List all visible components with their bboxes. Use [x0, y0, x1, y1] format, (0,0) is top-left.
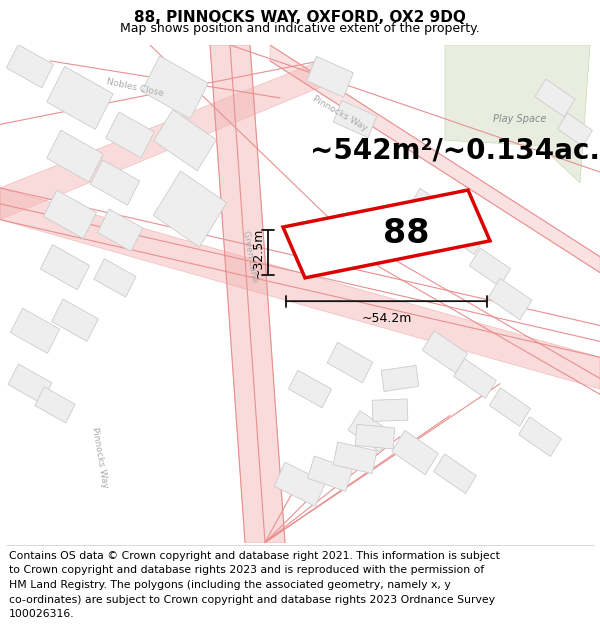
Polygon shape: [307, 56, 353, 98]
Polygon shape: [91, 160, 140, 205]
Polygon shape: [454, 359, 496, 398]
Polygon shape: [94, 259, 136, 297]
Text: Pinnocks Way: Pinnocks Way: [90, 427, 110, 489]
Polygon shape: [97, 209, 143, 251]
Polygon shape: [408, 188, 452, 230]
Polygon shape: [535, 79, 575, 117]
Text: Pinnocks Way: Pinnocks Way: [311, 94, 369, 133]
Polygon shape: [469, 248, 511, 286]
Polygon shape: [333, 442, 377, 474]
Polygon shape: [35, 387, 75, 423]
Polygon shape: [40, 245, 89, 290]
Polygon shape: [8, 364, 52, 404]
Text: Nobles Close: Nobles Close: [106, 77, 164, 98]
Polygon shape: [274, 462, 326, 506]
Polygon shape: [0, 188, 600, 389]
Polygon shape: [283, 190, 490, 278]
Polygon shape: [44, 190, 97, 239]
Polygon shape: [348, 411, 392, 452]
Polygon shape: [7, 44, 53, 88]
Polygon shape: [10, 308, 59, 353]
Polygon shape: [289, 370, 331, 408]
Polygon shape: [490, 388, 530, 426]
Polygon shape: [47, 130, 103, 182]
Polygon shape: [210, 45, 285, 542]
Polygon shape: [557, 113, 592, 146]
Text: HM Land Registry. The polygons (including the associated geometry, namely x, y: HM Land Registry. The polygons (includin…: [9, 580, 451, 590]
Polygon shape: [434, 454, 476, 494]
Polygon shape: [106, 112, 154, 158]
Polygon shape: [392, 431, 439, 475]
Text: to Crown copyright and database rights 2023 and is reproduced with the permissio: to Crown copyright and database rights 2…: [9, 566, 484, 576]
Polygon shape: [308, 456, 352, 491]
Polygon shape: [154, 171, 227, 247]
Polygon shape: [327, 342, 373, 382]
Polygon shape: [488, 278, 532, 320]
Polygon shape: [47, 66, 113, 129]
Text: 100026316.: 100026316.: [9, 609, 74, 619]
Text: Green Lane: Green Lane: [241, 230, 259, 283]
Text: ~54.2m: ~54.2m: [361, 312, 412, 325]
Polygon shape: [270, 45, 600, 272]
Polygon shape: [445, 45, 590, 182]
Text: ~32.5m: ~32.5m: [252, 228, 265, 278]
Polygon shape: [518, 417, 562, 456]
Polygon shape: [422, 331, 468, 373]
Text: 88, PINNOCKS WAY, OXFORD, OX2 9DQ: 88, PINNOCKS WAY, OXFORD, OX2 9DQ: [134, 10, 466, 25]
Polygon shape: [154, 110, 217, 171]
Polygon shape: [0, 61, 320, 219]
Polygon shape: [372, 399, 408, 421]
Text: Map shows position and indicative extent of the property.: Map shows position and indicative extent…: [120, 22, 480, 35]
Text: Play Space: Play Space: [493, 114, 547, 124]
Text: 88: 88: [383, 217, 430, 251]
Polygon shape: [142, 56, 208, 119]
Polygon shape: [52, 299, 98, 341]
Polygon shape: [355, 424, 395, 449]
Polygon shape: [333, 101, 377, 138]
Text: Contains OS data © Crown copyright and database right 2021. This information is : Contains OS data © Crown copyright and d…: [9, 551, 500, 561]
Polygon shape: [445, 217, 485, 254]
Text: ~542m²/~0.134ac.: ~542m²/~0.134ac.: [310, 137, 600, 165]
Text: co-ordinates) are subject to Crown copyright and database rights 2023 Ordnance S: co-ordinates) are subject to Crown copyr…: [9, 595, 495, 605]
Polygon shape: [381, 366, 419, 391]
